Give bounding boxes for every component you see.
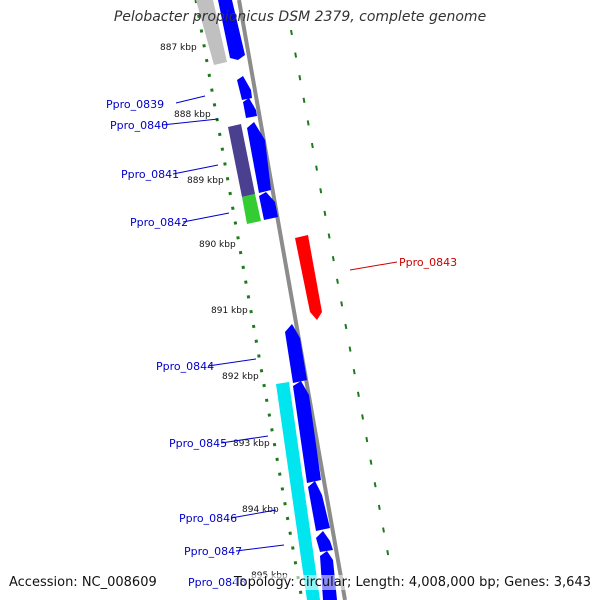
feature-band-purple — [228, 124, 255, 197]
label-connector — [235, 544, 285, 552]
gene-arrow — [237, 76, 252, 100]
label-connector — [161, 118, 219, 126]
genome-backbone — [237, 0, 347, 600]
kbp-label: 888 kbp — [174, 110, 211, 120]
gene-label: Ppro_0841 — [121, 168, 179, 181]
gene-arrow — [308, 481, 330, 531]
gene-label: Ppro_0839 — [106, 98, 164, 111]
gene-arrow — [247, 122, 271, 193]
gene-label: Ppro_0848 — [188, 576, 246, 589]
label-connector — [182, 212, 230, 223]
feature-band-grey — [196, 0, 227, 65]
gene-arrow — [218, 0, 245, 60]
gene-label: Ppro_0842 — [130, 216, 188, 229]
label-connector — [207, 358, 257, 367]
kbp-label: 889 kbp — [187, 176, 224, 186]
label-connector — [230, 509, 277, 519]
label-connector — [349, 261, 398, 271]
gene-label: Ppro_0845 — [169, 437, 227, 450]
gene-arrow — [243, 98, 257, 118]
feature-band-cyan — [276, 382, 320, 600]
label-connector — [175, 95, 206, 104]
gene-label: Ppro_0846 — [179, 512, 237, 525]
kbp-label: 890 kbp — [199, 240, 236, 250]
gene-arrow — [293, 381, 321, 483]
label-connector — [220, 435, 269, 444]
map-title: Pelobacter propionicus DSM 2379, complet… — [113, 9, 487, 25]
label-connector — [172, 164, 219, 175]
gene-arrow — [259, 192, 278, 220]
gene-arrow-reverse — [295, 235, 322, 320]
gene-label: Ppro_0840 — [110, 119, 168, 132]
outer-tick-ring — [290, 29, 391, 566]
gene-label: Ppro_0844 — [156, 360, 214, 373]
accession-text: Accession: NC_008609 — [9, 575, 157, 590]
topology-text: Topology: circular; Length: 4,008,000 bp… — [233, 575, 591, 590]
kbp-label: 893 kbp — [233, 439, 270, 449]
gene-arrow — [285, 324, 307, 383]
gene-label: Ppro_0847 — [184, 545, 242, 558]
gene-label: Ppro_0843 — [399, 256, 457, 269]
kbp-label: 891 kbp — [211, 306, 248, 316]
kbp-label: 894 kbp — [242, 505, 279, 515]
kbp-label: 892 kbp — [222, 372, 259, 382]
feature-band-green — [242, 194, 261, 224]
gene-arrow — [316, 531, 333, 552]
kbp-label: 887 kbp — [160, 43, 197, 53]
